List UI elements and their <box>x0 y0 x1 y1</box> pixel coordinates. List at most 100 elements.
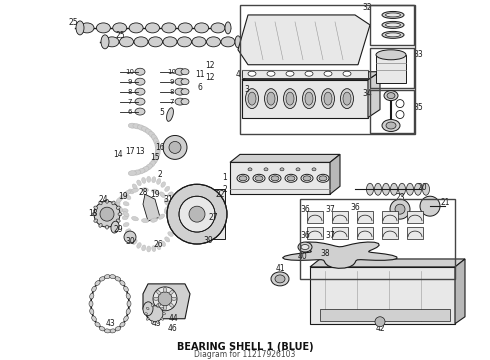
Ellipse shape <box>237 174 249 182</box>
Ellipse shape <box>287 176 295 181</box>
Ellipse shape <box>164 287 167 292</box>
Polygon shape <box>407 227 423 239</box>
Ellipse shape <box>99 224 102 227</box>
Ellipse shape <box>95 322 100 327</box>
Ellipse shape <box>156 244 161 250</box>
Ellipse shape <box>123 222 129 227</box>
Ellipse shape <box>99 201 102 205</box>
Text: 22: 22 <box>215 190 225 199</box>
Ellipse shape <box>383 183 390 195</box>
Ellipse shape <box>175 88 185 95</box>
Circle shape <box>124 231 136 243</box>
Ellipse shape <box>135 98 145 105</box>
Ellipse shape <box>248 71 256 76</box>
Ellipse shape <box>155 141 160 149</box>
Ellipse shape <box>382 120 400 131</box>
Ellipse shape <box>382 12 404 18</box>
Ellipse shape <box>123 202 129 206</box>
Text: 5: 5 <box>160 108 165 117</box>
Text: 36: 36 <box>300 230 310 239</box>
Ellipse shape <box>158 214 165 219</box>
Ellipse shape <box>135 108 145 115</box>
Ellipse shape <box>269 174 281 182</box>
Ellipse shape <box>164 207 169 213</box>
Ellipse shape <box>151 134 158 142</box>
Ellipse shape <box>116 206 120 209</box>
Circle shape <box>189 206 205 222</box>
Ellipse shape <box>94 219 98 222</box>
Ellipse shape <box>175 98 185 105</box>
Ellipse shape <box>343 92 351 105</box>
Ellipse shape <box>105 225 108 229</box>
Bar <box>370 90 414 134</box>
Ellipse shape <box>151 321 153 324</box>
Ellipse shape <box>303 176 311 181</box>
Ellipse shape <box>133 170 141 175</box>
Ellipse shape <box>113 23 127 33</box>
Ellipse shape <box>145 313 147 315</box>
Polygon shape <box>332 227 348 239</box>
Polygon shape <box>143 194 160 221</box>
Text: 30: 30 <box>125 237 135 246</box>
Ellipse shape <box>115 277 121 281</box>
Text: 8: 8 <box>128 89 132 95</box>
Text: 43: 43 <box>105 319 115 328</box>
Ellipse shape <box>374 183 382 195</box>
Ellipse shape <box>97 23 110 33</box>
Ellipse shape <box>154 153 159 161</box>
Ellipse shape <box>122 216 128 220</box>
Ellipse shape <box>132 184 137 189</box>
Ellipse shape <box>376 50 406 60</box>
Text: 13: 13 <box>135 147 145 156</box>
Ellipse shape <box>90 309 94 314</box>
Polygon shape <box>238 15 370 65</box>
Ellipse shape <box>127 301 131 307</box>
Bar <box>370 48 414 87</box>
Ellipse shape <box>132 216 138 221</box>
Ellipse shape <box>122 209 128 213</box>
Ellipse shape <box>181 79 189 85</box>
Polygon shape <box>143 284 190 319</box>
Ellipse shape <box>137 243 141 248</box>
Text: 32: 32 <box>362 4 372 13</box>
Text: 19: 19 <box>118 192 128 201</box>
Ellipse shape <box>157 321 159 324</box>
Ellipse shape <box>170 291 173 294</box>
Ellipse shape <box>225 22 231 34</box>
Text: 25: 25 <box>115 31 125 40</box>
Ellipse shape <box>386 33 400 37</box>
Text: 12: 12 <box>205 73 215 82</box>
Ellipse shape <box>181 69 189 75</box>
Ellipse shape <box>162 23 176 33</box>
Ellipse shape <box>112 201 115 205</box>
Circle shape <box>147 306 163 322</box>
Text: 19: 19 <box>150 190 160 199</box>
Ellipse shape <box>133 124 141 129</box>
Ellipse shape <box>206 37 220 47</box>
Ellipse shape <box>164 198 169 205</box>
Text: 39: 39 <box>203 235 213 244</box>
Polygon shape <box>283 242 397 268</box>
Ellipse shape <box>157 304 159 307</box>
Ellipse shape <box>172 212 178 216</box>
Ellipse shape <box>305 92 313 105</box>
Polygon shape <box>357 227 373 239</box>
Ellipse shape <box>126 309 130 314</box>
Ellipse shape <box>151 189 158 193</box>
Ellipse shape <box>239 176 247 181</box>
Ellipse shape <box>264 168 268 171</box>
Text: 29: 29 <box>113 225 123 234</box>
Ellipse shape <box>267 71 275 76</box>
Text: 33: 33 <box>413 50 423 59</box>
Ellipse shape <box>135 68 145 75</box>
Text: 26: 26 <box>153 239 163 248</box>
Ellipse shape <box>157 291 161 294</box>
Text: 45: 45 <box>151 319 161 328</box>
Polygon shape <box>230 154 340 162</box>
Ellipse shape <box>170 226 176 230</box>
Circle shape <box>167 184 227 244</box>
Text: 14: 14 <box>113 150 123 159</box>
Ellipse shape <box>163 37 177 47</box>
Ellipse shape <box>235 36 241 48</box>
Ellipse shape <box>178 23 192 33</box>
